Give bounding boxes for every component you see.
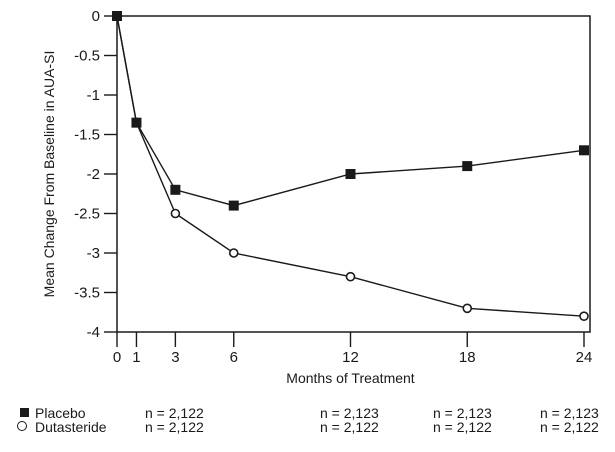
y-tick-label: -2: [87, 166, 100, 183]
y-tick-label: -1.5: [74, 127, 100, 144]
y-axis-title: Mean Change From Baseline in AUA-SI: [41, 51, 57, 298]
dutasteride-marker: [228, 248, 239, 258]
x-tick-label: 3: [171, 349, 179, 366]
sample-size: n = 2,123: [320, 405, 379, 421]
sample-size: n = 2,123: [540, 405, 599, 421]
x-tick-label: 12: [342, 349, 359, 366]
legend-label-dutasteride: Dutasteride: [35, 419, 107, 435]
placebo-marker: [579, 145, 589, 156]
x-axis-title: Months of Treatment: [286, 370, 415, 386]
sample-size: n = 2,122: [145, 419, 204, 435]
filled-square-icon: [20, 408, 29, 417]
sample-size: n = 2,122: [433, 419, 492, 435]
x-tick-label: 24: [576, 349, 593, 366]
placebo-marker: [345, 169, 356, 179]
x-tick-label: 0: [113, 349, 121, 366]
placebo-marker: [131, 117, 142, 128]
legend-row-dutasteride: Dutasteride n = 2,122 n = 2,122 n = 2,12…: [0, 420, 615, 435]
dutasteride-line: [116, 15, 585, 317]
placebo-marker: [228, 200, 239, 211]
x-tick-label: 18: [459, 349, 476, 366]
dutasteride-marker: [170, 208, 181, 219]
open-circle-icon: [17, 421, 27, 431]
dutasteride-marker: [345, 271, 356, 282]
placebo-marker: [462, 161, 473, 172]
dutasteride-marker: [579, 311, 589, 322]
x-tick-label: 1: [132, 349, 140, 366]
y-tick-label: 0: [92, 8, 100, 25]
y-tick-label: -0.5: [74, 48, 100, 65]
y-tick-label: -4: [87, 324, 100, 341]
y-tick-label: -3.5: [74, 285, 100, 302]
sample-size: n = 2,122: [320, 419, 379, 435]
aua-si-line-chart: 0-0.5-1-1.5-2-2.5-3-3.5-40 1 3 6 12 18 24Month…: [41, 8, 593, 386]
y-tick-label: -1: [87, 87, 100, 104]
x-tick-label: 6: [230, 349, 238, 366]
legend-label-placebo: Placebo: [35, 405, 86, 421]
placebo-marker: [170, 184, 181, 195]
y-tick-label: -2.5: [74, 206, 100, 223]
sample-size: n = 2,123: [433, 405, 492, 421]
legend-row-placebo: Placebo n = 2,122 n = 2,123 n = 2,123 n …: [0, 406, 615, 421]
dutasteride-marker: [462, 303, 473, 314]
y-tick-label: -3: [87, 245, 100, 262]
sample-size: n = 2,122: [540, 419, 599, 435]
sample-size: n = 2,122: [145, 405, 204, 421]
placebo-marker: [112, 11, 122, 21]
